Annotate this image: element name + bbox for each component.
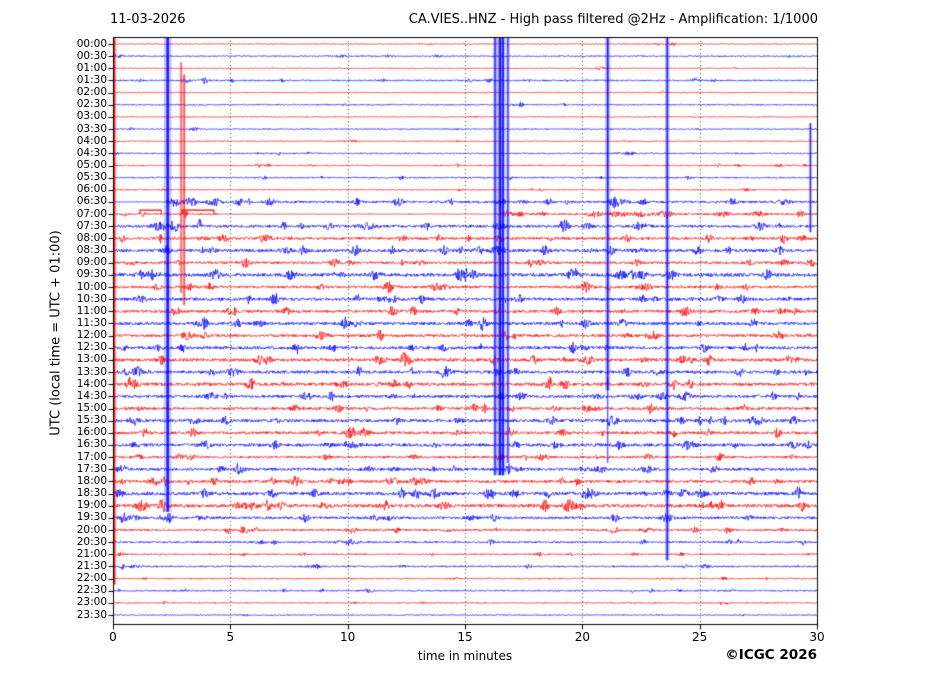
y-tick-label: 00:30 <box>76 49 107 62</box>
x-tick-label: 30 <box>809 630 825 644</box>
y-tick-label: 13:30 <box>76 365 107 378</box>
plot-title: CA.VIES..HNZ - High pass filtered @2Hz -… <box>408 12 818 27</box>
y-tick-label: 08:30 <box>76 244 107 257</box>
y-tick-label: 17:30 <box>76 462 107 475</box>
y-tick-label: 19:00 <box>76 499 107 512</box>
y-tick-label: 16:30 <box>76 438 107 451</box>
y-tick-label: 15:00 <box>76 402 107 414</box>
y-tick-label: 04:30 <box>76 146 107 159</box>
y-tick-label: 14:00 <box>76 377 107 390</box>
y-tick-label: 10:30 <box>76 292 107 305</box>
y-tick-label: 20:30 <box>76 535 107 548</box>
y-tick-label: 23:30 <box>76 608 107 621</box>
y-tick-label: 17:00 <box>76 450 107 463</box>
date-label: 11-03-2026 <box>110 12 186 27</box>
y-tick-label: 08:00 <box>76 231 107 244</box>
y-tick-label: 01:00 <box>76 61 107 74</box>
y-tick-label: 05:30 <box>76 171 107 184</box>
y-tick-label: 00:00 <box>76 37 107 50</box>
y-tick-label: 11:00 <box>76 304 107 317</box>
y-tick-label: 19:30 <box>76 511 107 524</box>
y-tick-label: 02:00 <box>76 86 107 99</box>
x-tick-label: 20 <box>574 630 590 644</box>
y-tick-label: 06:00 <box>76 183 107 196</box>
y-tick-label: 23:00 <box>76 596 107 609</box>
y-tick-label: 21:30 <box>76 559 107 572</box>
y-tick-label: 06:30 <box>76 195 107 208</box>
y-tick-label: 09:00 <box>76 256 107 269</box>
y-tick-label: 02:30 <box>76 98 107 111</box>
y-tick-label: 14:30 <box>76 389 107 402</box>
y-tick-label: 22:00 <box>76 572 107 585</box>
y-tick-label: 12:30 <box>76 341 107 354</box>
y-tick-label: 03:30 <box>76 122 107 135</box>
x-tick-label: 25 <box>692 630 708 644</box>
y-tick-label: 22:30 <box>76 584 107 597</box>
y-tick-label: 01:30 <box>76 73 107 86</box>
x-tick-label: 15 <box>457 630 473 644</box>
y-tick-label: 20:00 <box>76 523 107 536</box>
x-tick-label: 5 <box>226 630 235 644</box>
y-tick-label: 21:00 <box>76 547 107 560</box>
y-tick-label: 09:30 <box>76 268 107 281</box>
y-tick-label: 05:00 <box>76 159 107 171</box>
x-axis-title: time in minutes <box>417 649 513 663</box>
y-tick-label: 03:00 <box>76 110 107 123</box>
x-tick-label: 0 <box>109 630 117 644</box>
y-tick-label: 15:30 <box>76 414 107 427</box>
y-tick-label: 04:00 <box>76 134 107 147</box>
y-tick-label: 07:30 <box>76 219 107 232</box>
y-tick-label: 11:30 <box>76 316 107 329</box>
y-tick-label: 18:30 <box>76 487 107 500</box>
y-tick-label: 13:00 <box>76 353 107 366</box>
y-tick-label: 12:00 <box>76 329 107 342</box>
y-tick-label: 18:00 <box>76 474 107 487</box>
credit-label: ©ICGC 2026 <box>725 647 817 663</box>
x-tick-label: 10 <box>340 630 356 644</box>
y-tick-label: 07:00 <box>76 207 107 220</box>
y-tick-label: 16:00 <box>76 426 107 439</box>
y-tick-label: 10:00 <box>76 280 107 293</box>
